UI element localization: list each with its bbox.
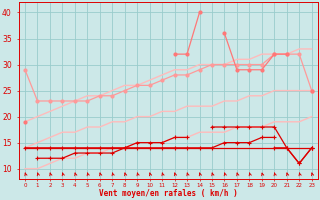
X-axis label: Vent moyen/en rafales ( km/h ): Vent moyen/en rafales ( km/h )	[99, 189, 238, 198]
